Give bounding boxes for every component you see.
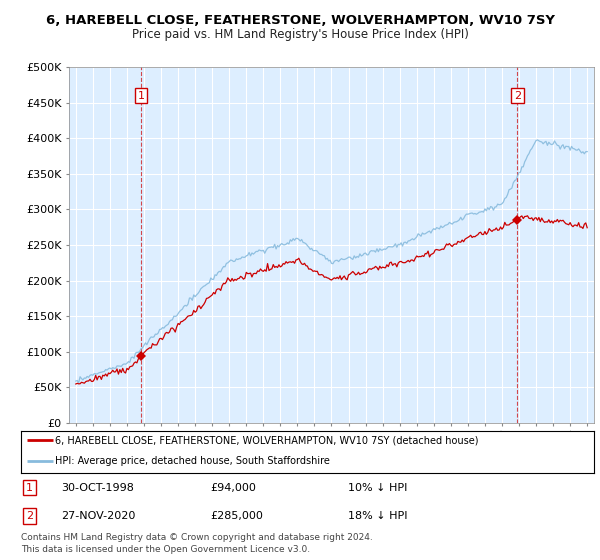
Text: 6, HAREBELL CLOSE, FEATHERSTONE, WOLVERHAMPTON, WV10 7SY (detached house): 6, HAREBELL CLOSE, FEATHERSTONE, WOLVERH… [55,436,479,445]
Text: £285,000: £285,000 [210,511,263,521]
Text: HPI: Average price, detached house, South Staffordshire: HPI: Average price, detached house, Sout… [55,456,330,466]
Text: Price paid vs. HM Land Registry's House Price Index (HPI): Price paid vs. HM Land Registry's House … [131,28,469,41]
Text: 2: 2 [26,511,33,521]
Text: 2: 2 [514,91,521,101]
Text: 27-NOV-2020: 27-NOV-2020 [61,511,136,521]
Text: Contains HM Land Registry data © Crown copyright and database right 2024.
This d: Contains HM Land Registry data © Crown c… [21,533,373,554]
Text: £94,000: £94,000 [210,483,256,493]
Text: 6, HAREBELL CLOSE, FEATHERSTONE, WOLVERHAMPTON, WV10 7SY: 6, HAREBELL CLOSE, FEATHERSTONE, WOLVERH… [46,14,554,27]
Text: 10% ↓ HPI: 10% ↓ HPI [347,483,407,493]
Text: 30-OCT-1998: 30-OCT-1998 [61,483,134,493]
Text: 1: 1 [26,483,33,493]
Text: 18% ↓ HPI: 18% ↓ HPI [347,511,407,521]
Text: 1: 1 [137,91,145,101]
